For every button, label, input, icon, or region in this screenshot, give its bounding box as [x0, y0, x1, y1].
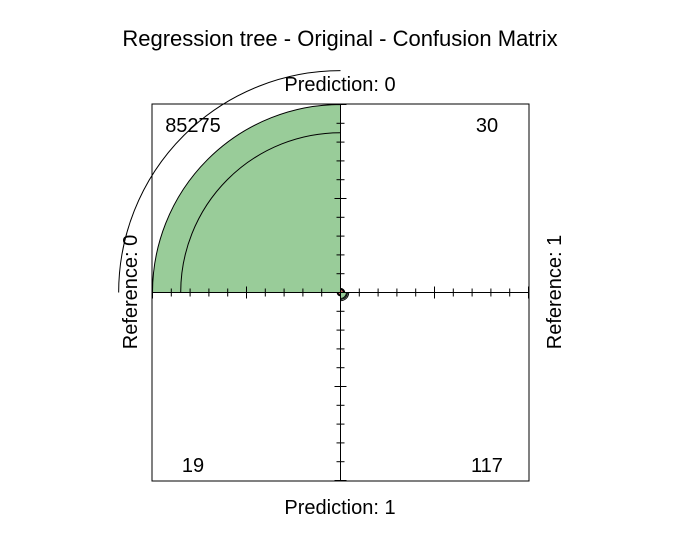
- cell-label-bottom-right: 117: [471, 455, 503, 477]
- top-label: Prediction: 0: [284, 74, 395, 96]
- cell-label-top-right: 30: [476, 115, 498, 137]
- confidence-ring-top-left-1: [118, 70, 341, 293]
- bottom-label: Prediction: 1: [284, 497, 395, 519]
- chart-title: Regression tree - Original - Confusion M…: [122, 26, 557, 51]
- cell-label-top-left: 85275: [165, 115, 221, 137]
- wedges: [118, 70, 350, 302]
- wedge-top-left: [151, 103, 341, 293]
- confidence-ring-top-left-0: [180, 132, 341, 293]
- left-label: Reference: 0: [120, 235, 142, 350]
- right-label: Reference: 1: [544, 235, 566, 350]
- cell-label-bottom-left: 19: [182, 455, 204, 477]
- plot-frame: [151, 103, 530, 482]
- confidence-ring-bottom-right-1: [340, 292, 350, 302]
